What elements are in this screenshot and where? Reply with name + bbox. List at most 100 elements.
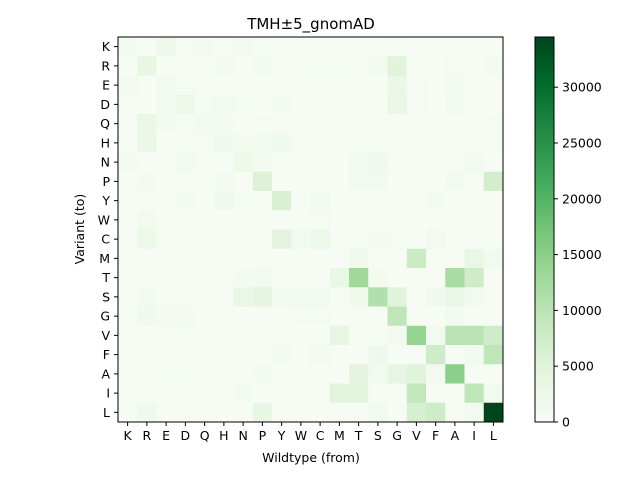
heatmap-cell (349, 75, 369, 96)
colorbar-tick-label: 30000 (562, 80, 602, 95)
heatmap-cell (387, 133, 408, 153)
heatmap-cell (464, 133, 485, 153)
heatmap-cell (233, 306, 254, 327)
heatmap-cell (233, 364, 254, 384)
heatmap-cell (214, 306, 234, 327)
heatmap-cell (233, 56, 254, 76)
heatmap-cell (483, 152, 504, 173)
heatmap-cell (175, 114, 196, 134)
x-tick-label: N (238, 428, 247, 443)
heatmap-cell (252, 229, 273, 250)
heatmap-cell (310, 248, 331, 269)
heatmap-cell (233, 325, 254, 346)
heatmap-cell (483, 133, 504, 153)
heatmap-cell (291, 306, 311, 327)
heatmap-cell (233, 210, 254, 230)
heatmap-cell (118, 171, 138, 192)
heatmap-cell (329, 325, 350, 346)
heatmap-cell (349, 268, 369, 288)
heatmap-cell (195, 152, 215, 173)
heatmap-cell (483, 345, 504, 365)
heatmap-cell (195, 191, 215, 211)
heatmap-cell (195, 287, 215, 307)
heatmap-cell (349, 402, 369, 423)
heatmap-cell (118, 114, 138, 134)
heatmap-cell (445, 133, 465, 153)
heatmap-cell (349, 210, 369, 230)
y-tick-label: W (98, 212, 110, 227)
heatmap-cell (195, 114, 215, 134)
heatmap-cell (445, 210, 465, 230)
heatmap-cell (156, 94, 177, 115)
heatmap-cell (368, 94, 388, 115)
heatmap-cell (137, 345, 157, 365)
heatmap-cell (291, 94, 311, 115)
heatmap-cell (483, 287, 504, 307)
heatmap-cell (426, 75, 446, 96)
heatmap-cell (118, 56, 138, 76)
heatmap-cell (252, 268, 273, 288)
heatmap-cell (214, 268, 234, 288)
heatmap-cell (214, 56, 234, 76)
heatmap-cell (329, 364, 350, 384)
heatmap-cell (426, 325, 446, 346)
heatmap-cell (464, 383, 485, 404)
heatmap-cell (406, 152, 427, 173)
heatmap-cell (426, 210, 446, 230)
heatmap-cell (195, 268, 215, 288)
heatmap-cell (349, 229, 369, 250)
heatmap-cell (156, 229, 177, 250)
y-tick-label: S (102, 289, 110, 304)
heatmap-cell (195, 56, 215, 76)
heatmap-cell (214, 345, 234, 365)
heatmap-cell (445, 345, 465, 365)
heatmap-cell (214, 114, 234, 134)
heatmap-cell (406, 268, 427, 288)
heatmap-cell (310, 345, 331, 365)
heatmap-cell (445, 287, 465, 307)
heatmap-cell (214, 75, 234, 96)
heatmap-cell (464, 345, 485, 365)
heatmap-cell (406, 325, 427, 346)
heatmap-cell (426, 306, 446, 327)
heatmap-cell (137, 75, 157, 96)
heatmap-cell (252, 37, 273, 57)
y-tick-label: K (102, 39, 111, 54)
heatmap-cell (233, 268, 254, 288)
heatmap-cell (445, 56, 465, 76)
heatmap-cell (233, 287, 254, 307)
heatmap-cell (368, 133, 388, 153)
heatmap-cell (387, 114, 408, 134)
heatmap-cell (426, 248, 446, 269)
heatmap-cell (368, 56, 388, 76)
heatmap-cell (252, 325, 273, 346)
heatmap-cell (329, 268, 350, 288)
heatmap-cell (483, 56, 504, 76)
heatmap-cell (252, 287, 273, 307)
heatmap-cell (349, 306, 369, 327)
heatmap-cell (406, 114, 427, 134)
heatmap-cell (387, 210, 408, 230)
heatmap-cell (272, 383, 292, 404)
heatmap-cell (483, 37, 504, 57)
heatmap-cell (214, 248, 234, 269)
heatmap-cell (368, 402, 388, 423)
x-tick-label: K (124, 428, 133, 443)
heatmap-cell (426, 152, 446, 173)
heatmap-cell (329, 229, 350, 250)
heatmap-cell (310, 56, 331, 76)
heatmap-cell (310, 383, 331, 404)
heatmap-cell (118, 287, 138, 307)
heatmap-cell (137, 114, 157, 134)
heatmap-cell (445, 364, 465, 384)
heatmap-cell (233, 94, 254, 115)
heatmap-cell (118, 229, 138, 250)
heatmap-cell (118, 402, 138, 423)
heatmap-cell (329, 210, 350, 230)
heatmap-cell (310, 152, 331, 173)
heatmap-cell (349, 364, 369, 384)
y-tick-label: R (101, 58, 110, 73)
heatmap-cell (175, 191, 196, 211)
heatmap-cell (156, 325, 177, 346)
heatmap-cell (118, 364, 138, 384)
